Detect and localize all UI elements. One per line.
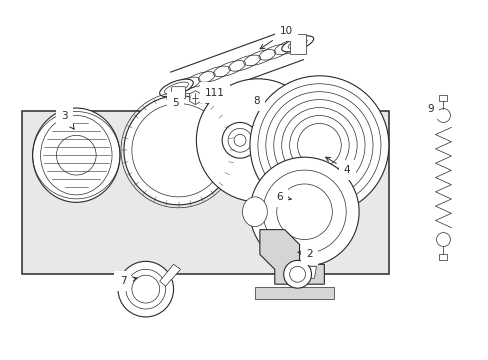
Text: 8: 8 bbox=[253, 96, 260, 105]
Text: 4: 4 bbox=[325, 157, 350, 175]
Bar bbox=[439, 255, 447, 260]
Polygon shape bbox=[259, 230, 324, 284]
Circle shape bbox=[283, 260, 311, 288]
Circle shape bbox=[118, 261, 173, 317]
Text: 10: 10 bbox=[260, 26, 293, 49]
Circle shape bbox=[222, 122, 257, 158]
Bar bbox=[254, 287, 334, 299]
Ellipse shape bbox=[33, 108, 120, 202]
Polygon shape bbox=[292, 266, 316, 278]
Bar bbox=[289, 34, 305, 54]
Ellipse shape bbox=[159, 79, 193, 97]
Polygon shape bbox=[160, 264, 180, 286]
Circle shape bbox=[123, 96, 233, 205]
Circle shape bbox=[249, 157, 358, 266]
Circle shape bbox=[249, 76, 388, 215]
Text: 5: 5 bbox=[172, 98, 179, 108]
Ellipse shape bbox=[281, 36, 313, 52]
Text: 7: 7 bbox=[120, 276, 137, 286]
Text: 6: 6 bbox=[276, 192, 290, 202]
Bar bbox=[439, 95, 447, 100]
Text: 111: 111 bbox=[205, 88, 224, 98]
Text: 2: 2 bbox=[298, 249, 312, 260]
Circle shape bbox=[196, 79, 319, 202]
FancyBboxPatch shape bbox=[171, 87, 185, 99]
Circle shape bbox=[436, 109, 449, 122]
Ellipse shape bbox=[242, 197, 267, 227]
Text: 3: 3 bbox=[61, 111, 74, 129]
Bar bbox=[21, 111, 388, 274]
Circle shape bbox=[436, 233, 449, 247]
Text: 9: 9 bbox=[427, 104, 435, 113]
